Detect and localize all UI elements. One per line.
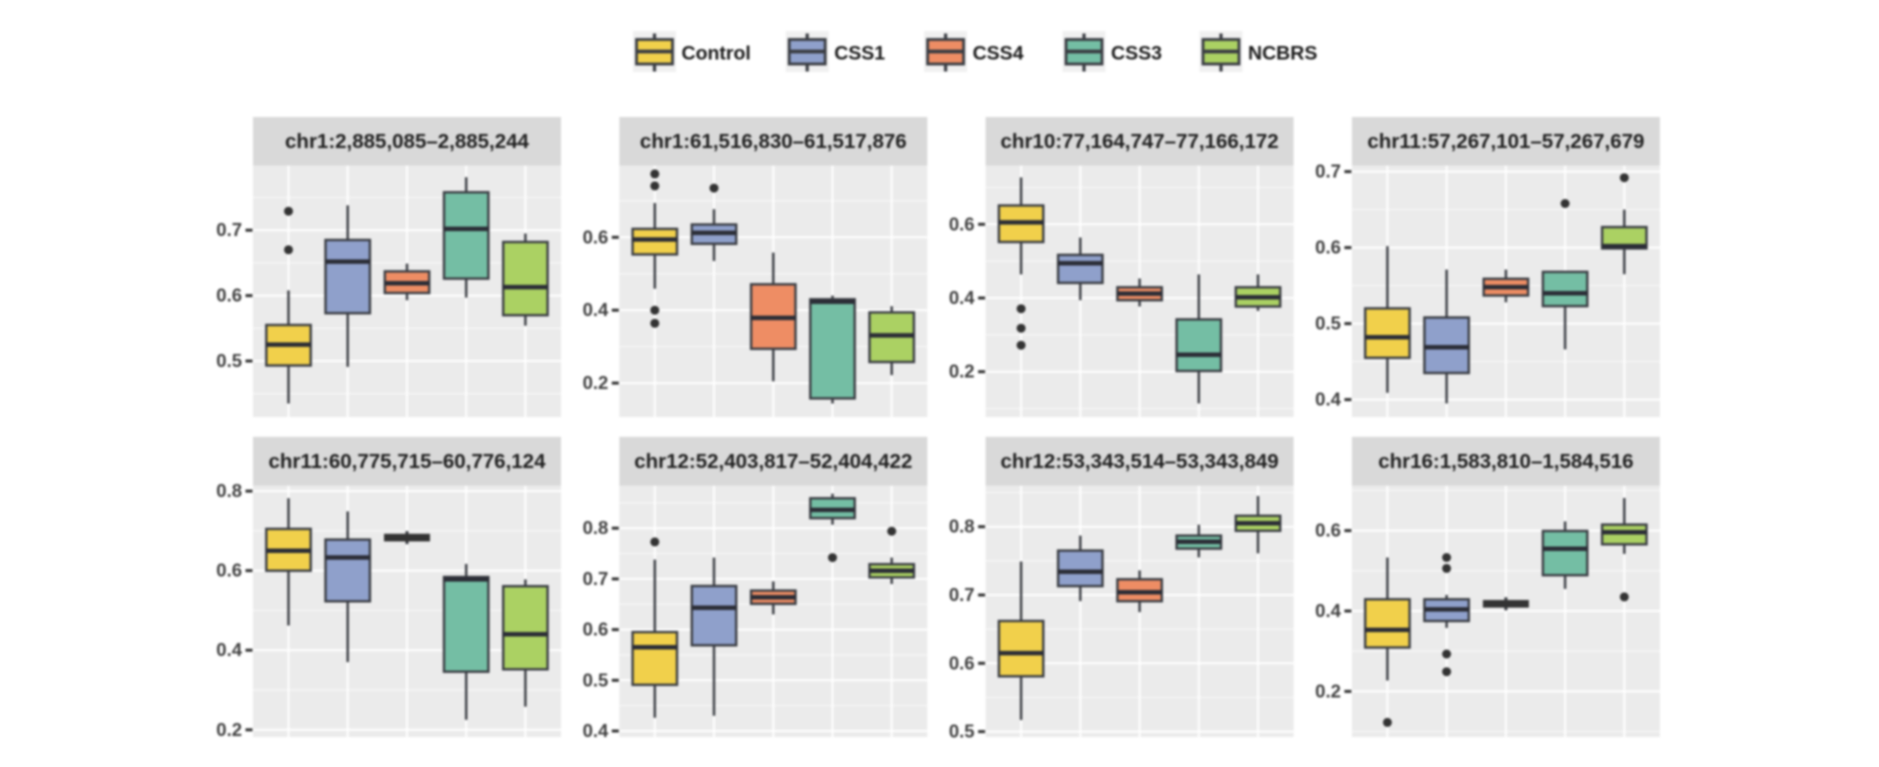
svg-text:chr12:52,403,817–52,404,422: chr12:52,403,817–52,404,422 — [634, 450, 912, 473]
svg-text:0.8: 0.8 — [949, 516, 975, 537]
svg-text:0.6: 0.6 — [949, 213, 975, 234]
svg-text:chr1:61,516,830–61,517,876: chr1:61,516,830–61,517,876 — [640, 130, 907, 153]
svg-text:chr11:57,267,101–57,267,679: chr11:57,267,101–57,267,679 — [1367, 130, 1644, 153]
svg-text:0.5: 0.5 — [583, 669, 609, 690]
svg-text:chr16:1,583,810–1,584,516: chr16:1,583,810–1,584,516 — [1378, 450, 1633, 473]
svg-text:Control: Control — [682, 43, 751, 65]
svg-text:0.2: 0.2 — [1315, 680, 1341, 701]
svg-text:0.4: 0.4 — [949, 287, 975, 308]
svg-text:0.5: 0.5 — [1315, 313, 1341, 334]
svg-text:0.6: 0.6 — [583, 619, 609, 640]
svg-text:0.7: 0.7 — [1315, 161, 1341, 182]
svg-text:0.6: 0.6 — [216, 560, 242, 581]
svg-text:0.2: 0.2 — [216, 719, 242, 740]
svg-text:0.6: 0.6 — [583, 226, 609, 247]
svg-text:0.6: 0.6 — [1315, 520, 1341, 541]
svg-text:0.4: 0.4 — [1315, 600, 1341, 621]
svg-text:0.4: 0.4 — [583, 299, 609, 320]
svg-text:0.7: 0.7 — [949, 584, 975, 605]
svg-text:0.5: 0.5 — [216, 350, 242, 371]
svg-text:chr1:2,885,085–2,885,244: chr1:2,885,085–2,885,244 — [285, 130, 530, 153]
svg-text:chr10:77,164,747–77,166,172: chr10:77,164,747–77,166,172 — [1001, 130, 1279, 153]
svg-text:chr11:60,775,715–60,776,124: chr11:60,775,715–60,776,124 — [268, 450, 546, 473]
svg-text:0.7: 0.7 — [583, 568, 609, 589]
svg-text:CSS3: CSS3 — [1111, 43, 1162, 65]
svg-text:0.6: 0.6 — [216, 285, 242, 306]
svg-text:CSS4: CSS4 — [973, 43, 1024, 65]
svg-text:0.4: 0.4 — [216, 639, 242, 660]
svg-text:0.5: 0.5 — [949, 721, 975, 742]
svg-text:chr12:53,343,514–53,343,849: chr12:53,343,514–53,343,849 — [1001, 450, 1279, 473]
svg-text:0.8: 0.8 — [583, 517, 609, 538]
svg-text:0.6: 0.6 — [1315, 237, 1341, 258]
svg-text:0.2: 0.2 — [583, 372, 609, 393]
svg-text:0.2: 0.2 — [949, 361, 975, 382]
svg-text:0.4: 0.4 — [1315, 389, 1341, 410]
svg-text:NCBRS: NCBRS — [1248, 43, 1317, 65]
svg-text:CSS1: CSS1 — [834, 43, 885, 65]
svg-text:0.4: 0.4 — [583, 720, 609, 741]
svg-text:0.7: 0.7 — [216, 219, 242, 240]
svg-text:0.8: 0.8 — [216, 480, 242, 501]
svg-text:0.6: 0.6 — [949, 652, 975, 673]
